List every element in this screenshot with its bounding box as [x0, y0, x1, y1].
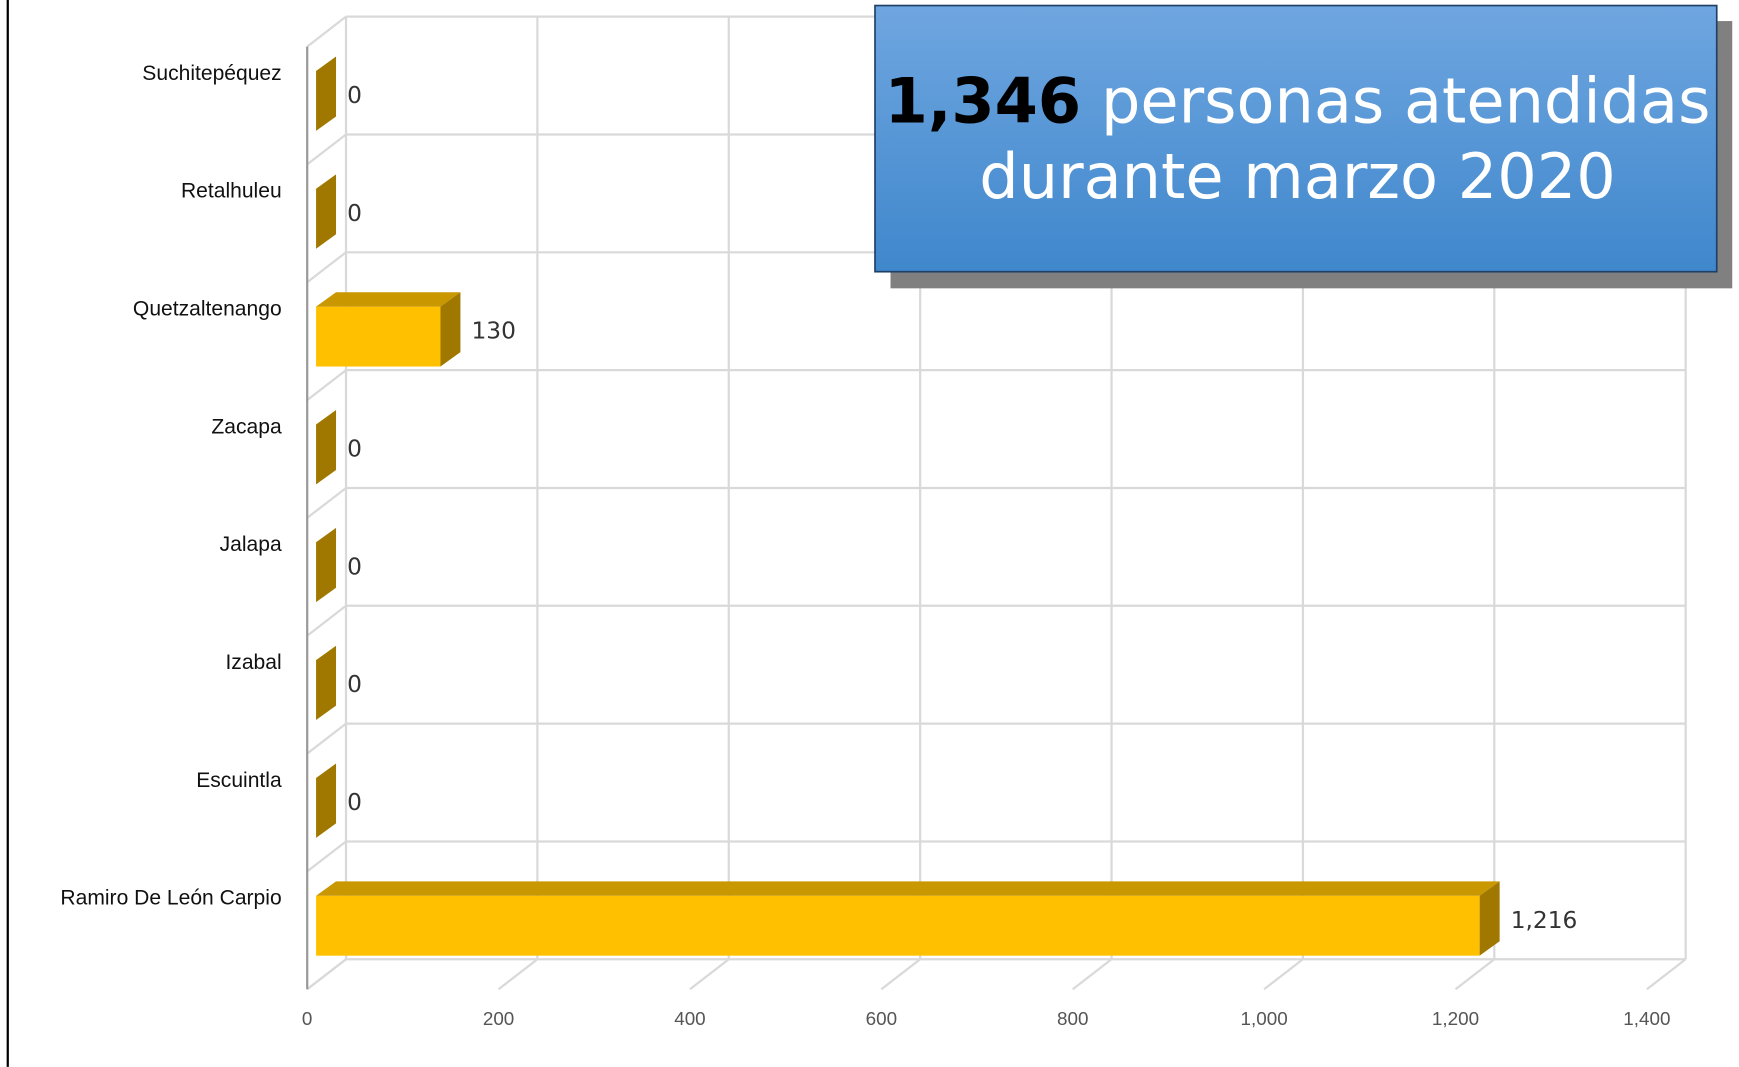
annotation-text: personas atendidas — [1101, 64, 1710, 137]
value-label: 0 — [347, 553, 362, 580]
y-tick-label: Izabal — [225, 651, 281, 674]
bar-side — [1479, 881, 1500, 956]
bar-side — [316, 410, 337, 485]
floor-line — [1263, 958, 1304, 991]
x-tick-label: 400 — [674, 1008, 705, 1029]
x-tick-label: 0 — [302, 1008, 312, 1029]
bar-side — [316, 645, 337, 721]
y-tick-label: Zacapa — [211, 415, 282, 438]
y-tick-label: Quetzaltenango — [133, 298, 282, 321]
bar-side — [316, 174, 337, 249]
annotation-line2: durante marzo 2020 — [979, 140, 1615, 213]
y-tick-label: Suchitepéquez — [142, 62, 281, 85]
floor-line — [497, 958, 539, 991]
box — [874, 4, 1718, 273]
value-label: 1,216 — [1511, 907, 1578, 934]
x-tick-label: 1,400 — [1623, 1008, 1670, 1029]
wall-line — [306, 487, 347, 519]
wall-line — [306, 369, 347, 401]
bar-side — [316, 763, 337, 838]
bar-top — [316, 881, 1500, 896]
wall-line — [306, 722, 347, 755]
bar-side — [316, 56, 337, 131]
wall-line — [306, 840, 347, 873]
floor-line — [1454, 958, 1495, 991]
x-tick-label: 1,200 — [1432, 1008, 1479, 1029]
floor-line — [880, 958, 921, 991]
annotation-line1: 1,346 personas atendidas — [885, 64, 1711, 137]
wall-line — [306, 133, 347, 166]
wall-line — [306, 251, 347, 284]
value-label: 0 — [347, 789, 362, 816]
y-tick-label: Ramiro De León Carpio — [60, 887, 281, 910]
x-tick-label: 800 — [1057, 1008, 1088, 1029]
floor-line — [689, 958, 730, 991]
bar — [316, 895, 1480, 956]
value-label: 130 — [472, 318, 516, 345]
y-tick-label: Escuintla — [196, 769, 282, 792]
value-label: 0 — [347, 435, 362, 462]
floor-line — [1072, 958, 1113, 991]
y-tick-label: Jalapa — [220, 533, 282, 556]
value-label: 0 — [347, 671, 362, 698]
bar-side — [440, 292, 461, 367]
bar-side — [316, 527, 337, 603]
value-label: 0 — [347, 82, 362, 109]
floor-line — [306, 958, 347, 991]
y-tick-label: Retalhuleu — [181, 180, 282, 203]
wall-line — [306, 604, 347, 637]
floor-line — [1646, 958, 1687, 991]
x-tick-label: 1,000 — [1241, 1008, 1288, 1029]
x-tick-label: 200 — [483, 1008, 514, 1029]
bars: 0 0 130 0 0 0 0 1,216 — [316, 56, 1578, 956]
plot: 0 200 400 600 800 1,000 1,200 1,400 Suchitepéque… — [6, 0, 1733, 1067]
annotation-box: 1,346 personas atendidas durante marzo 20… — [874, 4, 1733, 289]
annotation-bold: 1,346 — [885, 64, 1081, 137]
bar-top — [316, 292, 461, 307]
x-tick-label: 600 — [866, 1008, 897, 1029]
wall-line — [306, 15, 347, 48]
bar — [316, 306, 441, 367]
value-label: 0 — [347, 200, 362, 227]
